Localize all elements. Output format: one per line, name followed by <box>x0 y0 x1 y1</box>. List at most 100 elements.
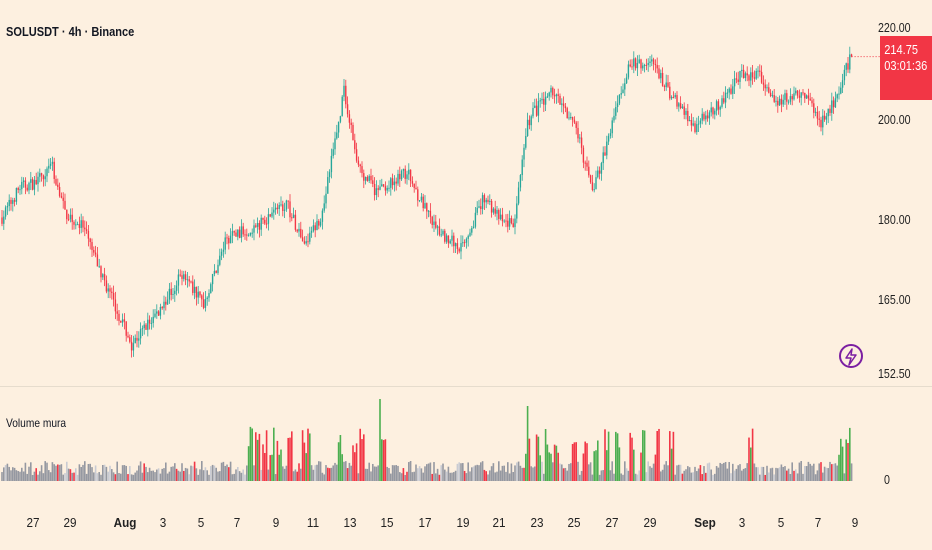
candle-body <box>400 170 403 180</box>
volume-bar <box>809 463 811 481</box>
candle-body <box>384 186 387 191</box>
candle-body <box>197 291 199 298</box>
candle-body <box>116 311 118 314</box>
candle-body <box>480 206 482 210</box>
volume-bar <box>53 464 55 481</box>
volume-bar <box>296 471 298 481</box>
candle-body <box>112 292 115 300</box>
candle-body <box>579 137 581 139</box>
candle-body <box>265 223 268 225</box>
candle-body <box>332 149 334 156</box>
candle-body <box>123 319 126 322</box>
volume-bar <box>739 464 741 481</box>
candle-body <box>460 243 462 252</box>
time-axis-label: 13 <box>343 515 357 530</box>
volume-bar <box>105 466 108 481</box>
candle-body <box>4 207 7 217</box>
volume-bar <box>759 474 761 481</box>
candle-body <box>685 110 687 115</box>
volume-bar <box>555 445 558 481</box>
candle-body <box>730 88 732 94</box>
candle-body <box>818 118 820 120</box>
volume-bar <box>361 439 363 481</box>
candle-body <box>570 117 572 119</box>
volume-bar <box>166 473 169 481</box>
volume-bar <box>624 461 626 481</box>
volume-bar <box>523 467 525 481</box>
candle-body <box>705 115 707 120</box>
volume-bar <box>481 461 484 481</box>
volume-bar <box>100 474 102 481</box>
candle-body <box>789 96 792 102</box>
candle-body <box>170 288 172 295</box>
candle-body <box>622 89 624 94</box>
candle-body <box>217 264 219 273</box>
volume-bar <box>33 471 36 481</box>
candle-body <box>694 123 696 133</box>
volume-bar <box>256 439 259 481</box>
candle-body <box>327 177 329 194</box>
candle-body <box>361 166 363 174</box>
candle-body <box>643 64 646 66</box>
volume-bar <box>87 463 90 481</box>
volume-bar <box>116 461 118 481</box>
volume-bar <box>170 466 172 481</box>
volume-bar <box>294 469 297 481</box>
candle-body <box>759 70 761 72</box>
volume-bar <box>15 470 18 481</box>
candle-body <box>841 80 844 88</box>
volume-bar <box>600 470 603 481</box>
candle-body <box>228 237 230 244</box>
time-axis-label: 7 <box>233 515 241 530</box>
volume-bar <box>802 473 804 481</box>
candle-body <box>71 214 73 222</box>
candle-body <box>816 111 819 119</box>
candle-body <box>845 63 847 70</box>
candle-body <box>51 161 54 164</box>
volume-bar <box>462 463 464 481</box>
candle-body <box>103 274 106 281</box>
symbol-title[interactable]: SOLUSDT · 4h · Binance <box>6 24 135 39</box>
volume-bar <box>339 435 342 481</box>
volume-bar <box>845 439 847 481</box>
candle-body <box>301 237 304 242</box>
volume-bar <box>496 471 498 481</box>
volume-bar <box>157 468 160 481</box>
candle-body <box>179 274 181 276</box>
volume-bar <box>850 463 853 481</box>
volume-bar <box>8 466 10 481</box>
volume-bar <box>516 462 518 481</box>
candle-body <box>141 328 144 330</box>
volume-bar <box>163 468 165 481</box>
pane-divider[interactable] <box>0 386 932 387</box>
candle-body <box>58 186 61 196</box>
volume-bar <box>791 462 793 481</box>
volume-bar <box>438 474 441 481</box>
candle-body <box>575 122 577 128</box>
candle-body <box>552 87 554 96</box>
candle-body <box>814 111 817 113</box>
volume-bar <box>597 440 599 481</box>
candle-body <box>624 83 626 90</box>
candle-body <box>769 92 772 96</box>
indicator-title[interactable]: Volume mura <box>6 416 67 430</box>
time-axis-label: 3 <box>159 515 167 530</box>
candle-body <box>476 207 478 213</box>
candle-body <box>24 180 27 188</box>
volume-bar <box>258 433 261 481</box>
candle-body <box>323 203 325 211</box>
candle-body <box>183 274 185 279</box>
lightning-bolt-icon[interactable] <box>839 344 863 368</box>
volume-bar <box>454 470 457 481</box>
volume-bar <box>366 468 369 481</box>
price-axis-label-220: 220.00 <box>878 20 911 35</box>
candle-body <box>811 100 813 104</box>
volume-bar <box>420 468 423 481</box>
candle-body <box>715 101 718 111</box>
volume-bar <box>834 463 837 481</box>
volume-bar <box>309 433 311 481</box>
candle-body <box>696 124 698 133</box>
candle-body <box>195 286 198 298</box>
